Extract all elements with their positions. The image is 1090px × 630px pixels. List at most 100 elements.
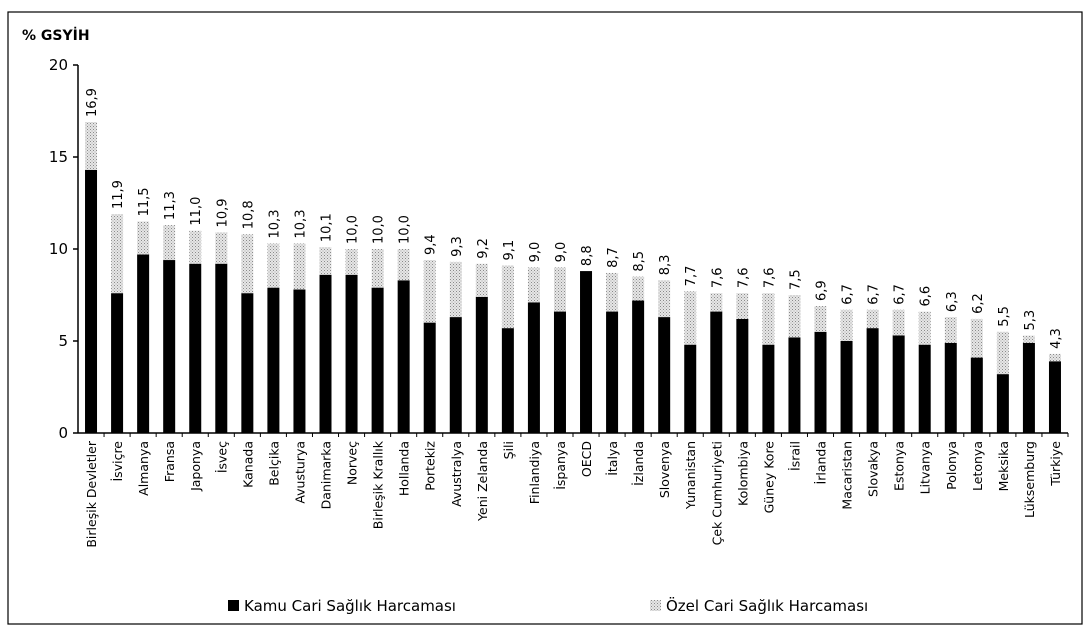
bar-public	[111, 293, 124, 433]
x-tick-label: Lüksemburg	[1022, 441, 1037, 518]
x-tick-label: Fransa	[162, 441, 177, 482]
x-tick-label: Hollanda	[397, 441, 412, 496]
x-tick-label: Japonya	[188, 441, 203, 492]
total-label: 10,9	[215, 198, 230, 227]
x-tick-label: Almanya	[136, 441, 151, 496]
bar-public	[814, 331, 827, 433]
bar-private	[371, 249, 384, 288]
bar-public	[293, 289, 306, 433]
bar-public	[918, 344, 931, 433]
total-label: 6,3	[945, 291, 960, 312]
bar-private	[762, 293, 775, 345]
x-tick-label: Norveç	[345, 441, 360, 485]
bar-public	[1022, 342, 1035, 433]
total-label: 7,6	[762, 267, 777, 288]
bar-public	[736, 318, 749, 433]
bar-private	[293, 243, 306, 290]
bar-public	[163, 260, 176, 433]
total-label: 6,7	[867, 284, 882, 305]
bar-public	[996, 374, 1009, 433]
x-tick-label: Belçika	[266, 441, 281, 486]
bar-public	[85, 169, 98, 433]
frame	[7, 11, 1083, 625]
bar-private	[267, 243, 280, 288]
bar-private	[710, 293, 723, 312]
bar-private	[840, 309, 853, 341]
bar-public	[397, 280, 410, 433]
x-tick-label: Türkiye	[1048, 441, 1063, 487]
bar-public	[970, 357, 983, 433]
total-label: 9,0	[528, 242, 543, 263]
x-tick-label: Yunanistan	[683, 441, 698, 510]
total-label: 7,5	[788, 269, 803, 290]
total-label: 9,4	[424, 234, 439, 255]
total-label: 9,0	[554, 242, 569, 263]
bar-public	[606, 311, 619, 433]
legend-swatch	[228, 600, 239, 611]
total-label: 8,8	[580, 245, 595, 266]
bar-public	[215, 263, 228, 433]
bar-private	[658, 280, 671, 318]
total-label: 10,0	[398, 215, 413, 244]
bar-private	[944, 317, 957, 343]
total-label: 6,2	[971, 293, 986, 314]
x-tick-label: Litvanya	[918, 441, 933, 494]
bar-private	[501, 265, 514, 329]
total-label: 11,0	[189, 197, 204, 226]
total-label: 8,3	[658, 255, 673, 276]
bar-public	[762, 344, 775, 433]
bar-private	[553, 267, 566, 312]
x-tick-label: İsrail	[787, 441, 802, 471]
bar-public	[345, 274, 358, 433]
y-axis-label: % GSYİH	[22, 27, 90, 44]
bar-private	[814, 306, 827, 332]
total-label: 10,0	[372, 215, 387, 244]
bar-public	[710, 311, 723, 433]
bar-private	[736, 293, 749, 319]
bar-private	[606, 272, 619, 312]
total-label: 6,9	[815, 280, 830, 301]
total-label: 4,3	[1049, 328, 1064, 349]
bar-public	[319, 274, 332, 433]
total-label: 11,9	[111, 180, 126, 209]
bar-private	[527, 267, 540, 303]
bar-private	[449, 261, 462, 318]
total-label: 5,5	[997, 306, 1012, 327]
bar-private	[1048, 353, 1061, 362]
bar-public	[267, 287, 280, 433]
bar-public	[892, 335, 905, 433]
x-tick-label: Letonya	[970, 441, 985, 491]
bar-public	[137, 254, 150, 433]
x-tick-label: Slovenya	[657, 441, 672, 498]
bar-public	[423, 322, 436, 433]
x-tick-label: Birleşik Krallık	[371, 440, 386, 529]
total-label: 11,5	[137, 187, 152, 216]
x-tick-label: Güney Kore	[761, 441, 776, 514]
bar-private	[163, 225, 176, 261]
total-label: 10,8	[241, 200, 256, 229]
x-tick-label: Meksika	[996, 441, 1011, 491]
x-tick-label: Danimarka	[319, 441, 334, 509]
bar-public	[788, 337, 801, 433]
x-tick-label: İsviçre	[110, 441, 125, 482]
bar-private	[632, 276, 645, 301]
x-tick-label: Slovakya	[866, 441, 881, 497]
x-tick-label: İtalya	[605, 441, 620, 476]
total-label: 8,7	[606, 247, 621, 268]
x-tick-label: İspanya	[553, 441, 568, 490]
total-label: 7,6	[736, 267, 751, 288]
x-tick-label: Estonya	[892, 441, 907, 491]
bar-public	[189, 263, 202, 433]
y-tick-label: 10	[49, 240, 68, 258]
total-label: 11,3	[163, 191, 178, 220]
bar-public	[1048, 361, 1061, 433]
total-label: 5,3	[1023, 310, 1038, 331]
bar-public	[241, 293, 254, 433]
bar-private	[345, 249, 358, 275]
total-label: 6,7	[893, 284, 908, 305]
bar-public	[553, 311, 566, 433]
bar-private	[475, 263, 488, 297]
y-tick-label: 5	[58, 332, 68, 350]
x-tick-label: Yeni Zelanda	[475, 441, 490, 522]
